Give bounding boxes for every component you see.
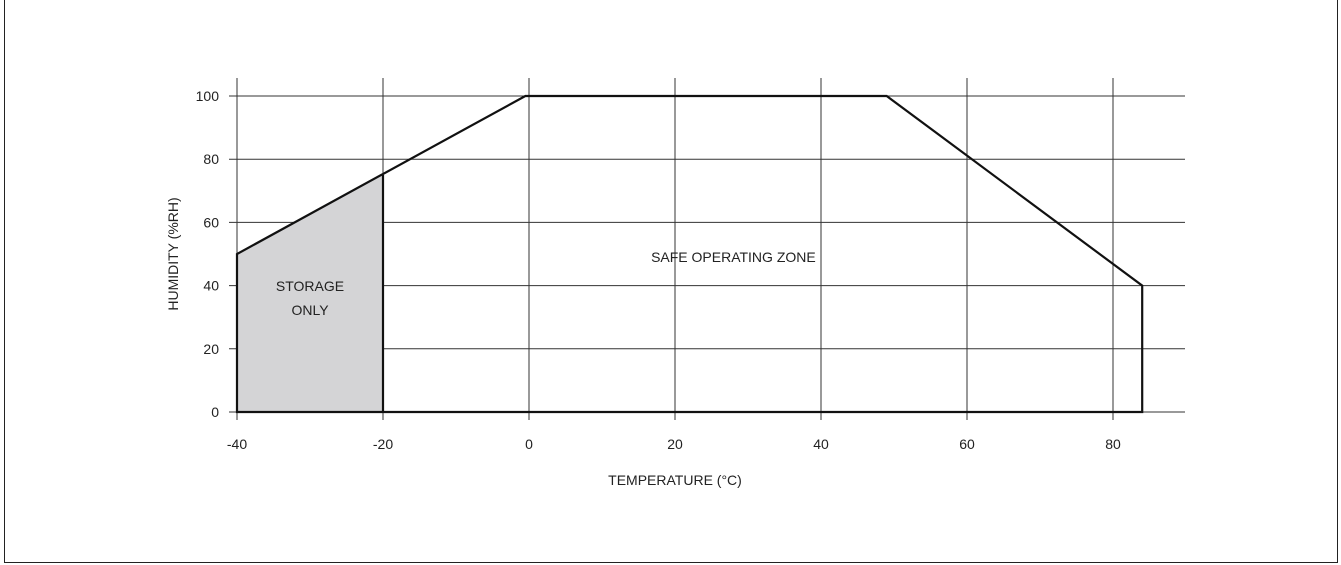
y-tick-label: 60 <box>203 214 219 230</box>
safe-operating-zone-outline <box>235 94 1144 414</box>
y-tick-label: 40 <box>203 278 219 294</box>
annotations: SAFE OPERATING ZONE STORAGE ONLY <box>276 249 816 318</box>
x-tick-label: 40 <box>813 436 829 452</box>
ticks: 0 20 40 60 80 100 -40 -20 0 20 40 60 80 <box>196 88 1121 452</box>
x-tick-label: 0 <box>525 436 533 452</box>
regions <box>235 94 1144 414</box>
x-tick-label: 60 <box>959 436 975 452</box>
x-tick-label: 80 <box>1105 436 1121 452</box>
storage-only-label-line: STORAGE <box>276 278 344 294</box>
safe-zone-label: SAFE OPERATING ZONE <box>651 249 816 265</box>
x-tick-label: -20 <box>373 436 393 452</box>
y-tick-label: 100 <box>196 88 220 104</box>
x-axis-title: TEMPERATURE (°C) <box>608 472 742 488</box>
y-tick-label: 20 <box>203 341 219 357</box>
x-tick-label: 20 <box>667 436 683 452</box>
chart-frame <box>4 0 1338 563</box>
y-tick-label: 0 <box>211 404 219 420</box>
y-axis-title: HUMIDITY (%RH) <box>165 197 181 310</box>
x-tick-label: -40 <box>227 436 247 452</box>
y-tick-label: 80 <box>203 151 219 167</box>
storage-only-label-line: ONLY <box>291 302 329 318</box>
